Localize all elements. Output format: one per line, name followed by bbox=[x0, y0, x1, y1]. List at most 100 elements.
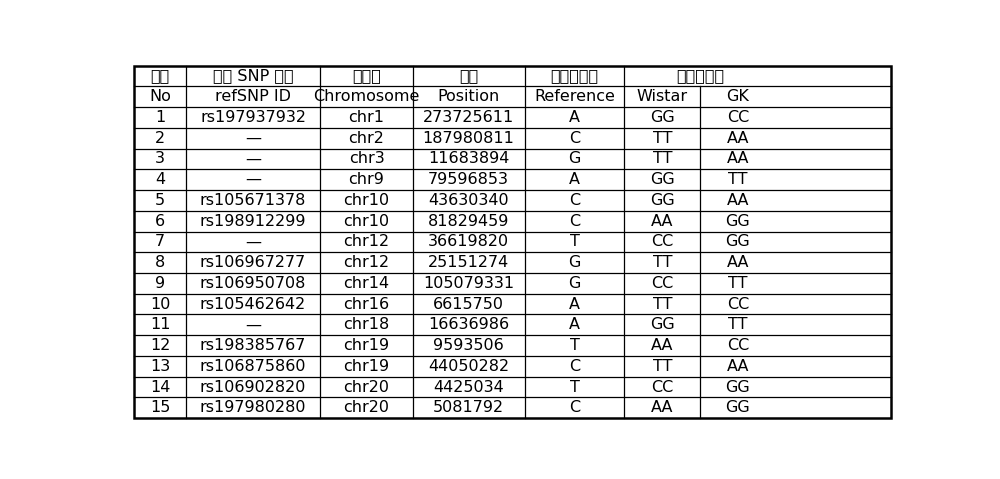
Text: C: C bbox=[569, 131, 580, 146]
Text: 9593506: 9593506 bbox=[433, 338, 504, 353]
Text: 6615750: 6615750 bbox=[433, 297, 504, 312]
Text: 8: 8 bbox=[155, 255, 165, 270]
Text: C: C bbox=[569, 193, 580, 208]
Text: chr19: chr19 bbox=[343, 338, 390, 353]
Text: G: G bbox=[568, 276, 581, 291]
Text: 5: 5 bbox=[155, 193, 165, 208]
Text: 3: 3 bbox=[155, 151, 165, 166]
Text: 81829459: 81829459 bbox=[428, 214, 509, 228]
Text: 15: 15 bbox=[150, 400, 170, 415]
Text: AA: AA bbox=[651, 400, 674, 415]
Text: 4: 4 bbox=[155, 172, 165, 187]
Text: —: — bbox=[245, 234, 261, 250]
Text: AA: AA bbox=[727, 359, 749, 374]
Text: —: — bbox=[245, 151, 261, 166]
Text: CC: CC bbox=[651, 379, 673, 395]
Text: —: — bbox=[245, 318, 261, 332]
Text: 12: 12 bbox=[150, 338, 170, 353]
Text: T: T bbox=[570, 234, 579, 250]
Text: C: C bbox=[569, 214, 580, 228]
Text: CC: CC bbox=[727, 297, 749, 312]
Text: TT: TT bbox=[728, 318, 748, 332]
Text: 参考基因型: 参考基因型 bbox=[550, 68, 599, 83]
Text: Reference: Reference bbox=[534, 89, 615, 104]
Text: 273725611: 273725611 bbox=[423, 110, 514, 125]
Text: TT: TT bbox=[653, 255, 672, 270]
Text: chr10: chr10 bbox=[343, 214, 390, 228]
Text: AA: AA bbox=[651, 214, 674, 228]
Text: chr18: chr18 bbox=[343, 318, 390, 332]
Text: AA: AA bbox=[651, 338, 674, 353]
Text: rs105671378: rs105671378 bbox=[200, 193, 306, 208]
Text: rs106902820: rs106902820 bbox=[200, 379, 306, 395]
Text: rs198385767: rs198385767 bbox=[200, 338, 306, 353]
Text: TT: TT bbox=[728, 172, 748, 187]
Text: A: A bbox=[569, 172, 580, 187]
Text: —: — bbox=[245, 172, 261, 187]
Text: rs106950708: rs106950708 bbox=[200, 276, 306, 291]
Text: G: G bbox=[568, 151, 581, 166]
Text: GG: GG bbox=[726, 214, 750, 228]
Text: —: — bbox=[245, 131, 261, 146]
Text: Chromosome: Chromosome bbox=[313, 89, 420, 104]
Text: 染色体: 染色体 bbox=[352, 68, 381, 83]
Text: A: A bbox=[569, 110, 580, 125]
Text: TT: TT bbox=[728, 276, 748, 291]
Text: AA: AA bbox=[727, 151, 749, 166]
Text: GG: GG bbox=[726, 400, 750, 415]
Text: 10: 10 bbox=[150, 297, 170, 312]
Text: 13: 13 bbox=[150, 359, 170, 374]
Text: A: A bbox=[569, 318, 580, 332]
Text: TT: TT bbox=[653, 131, 672, 146]
Text: chr19: chr19 bbox=[343, 359, 390, 374]
Text: 16636986: 16636986 bbox=[428, 318, 509, 332]
Text: 5081792: 5081792 bbox=[433, 400, 504, 415]
Text: 105079331: 105079331 bbox=[423, 276, 514, 291]
Text: C: C bbox=[569, 359, 580, 374]
Text: chr3: chr3 bbox=[349, 151, 384, 166]
Text: 11683894: 11683894 bbox=[428, 151, 509, 166]
Text: 36619820: 36619820 bbox=[428, 234, 509, 250]
Text: chr20: chr20 bbox=[344, 379, 390, 395]
Text: 7: 7 bbox=[155, 234, 165, 250]
Text: 参考 SNP 编号: 参考 SNP 编号 bbox=[213, 68, 293, 83]
Text: 编号: 编号 bbox=[150, 68, 170, 83]
Text: No: No bbox=[149, 89, 171, 104]
Text: 14: 14 bbox=[150, 379, 170, 395]
Text: GG: GG bbox=[650, 193, 675, 208]
Text: A: A bbox=[569, 297, 580, 312]
Text: rs106875860: rs106875860 bbox=[200, 359, 306, 374]
Text: 位置: 位置 bbox=[459, 68, 478, 83]
Text: chr12: chr12 bbox=[343, 255, 390, 270]
Text: rs197937932: rs197937932 bbox=[200, 110, 306, 125]
Text: 1: 1 bbox=[155, 110, 165, 125]
Text: GG: GG bbox=[726, 379, 750, 395]
Text: 25151274: 25151274 bbox=[428, 255, 509, 270]
Text: chr20: chr20 bbox=[344, 400, 390, 415]
Text: 品系基因型: 品系基因型 bbox=[676, 68, 724, 83]
Text: TT: TT bbox=[653, 359, 672, 374]
Text: G: G bbox=[568, 255, 581, 270]
Text: GG: GG bbox=[650, 172, 675, 187]
Text: T: T bbox=[570, 379, 579, 395]
Text: rs197980280: rs197980280 bbox=[200, 400, 306, 415]
Text: chr16: chr16 bbox=[343, 297, 390, 312]
Text: chr9: chr9 bbox=[349, 172, 384, 187]
Text: 2: 2 bbox=[155, 131, 165, 146]
Text: C: C bbox=[569, 400, 580, 415]
Text: 79596853: 79596853 bbox=[428, 172, 509, 187]
Text: chr14: chr14 bbox=[343, 276, 390, 291]
Text: 43630340: 43630340 bbox=[428, 193, 509, 208]
Text: CC: CC bbox=[727, 110, 749, 125]
Text: CC: CC bbox=[727, 338, 749, 353]
Text: GG: GG bbox=[726, 234, 750, 250]
Text: GG: GG bbox=[650, 318, 675, 332]
Text: chr1: chr1 bbox=[349, 110, 385, 125]
Text: rs106967277: rs106967277 bbox=[200, 255, 306, 270]
Text: GG: GG bbox=[650, 110, 675, 125]
Text: refSNP ID: refSNP ID bbox=[215, 89, 291, 104]
Text: 6: 6 bbox=[155, 214, 165, 228]
Text: TT: TT bbox=[653, 297, 672, 312]
Text: TT: TT bbox=[653, 151, 672, 166]
Text: CC: CC bbox=[651, 234, 673, 250]
